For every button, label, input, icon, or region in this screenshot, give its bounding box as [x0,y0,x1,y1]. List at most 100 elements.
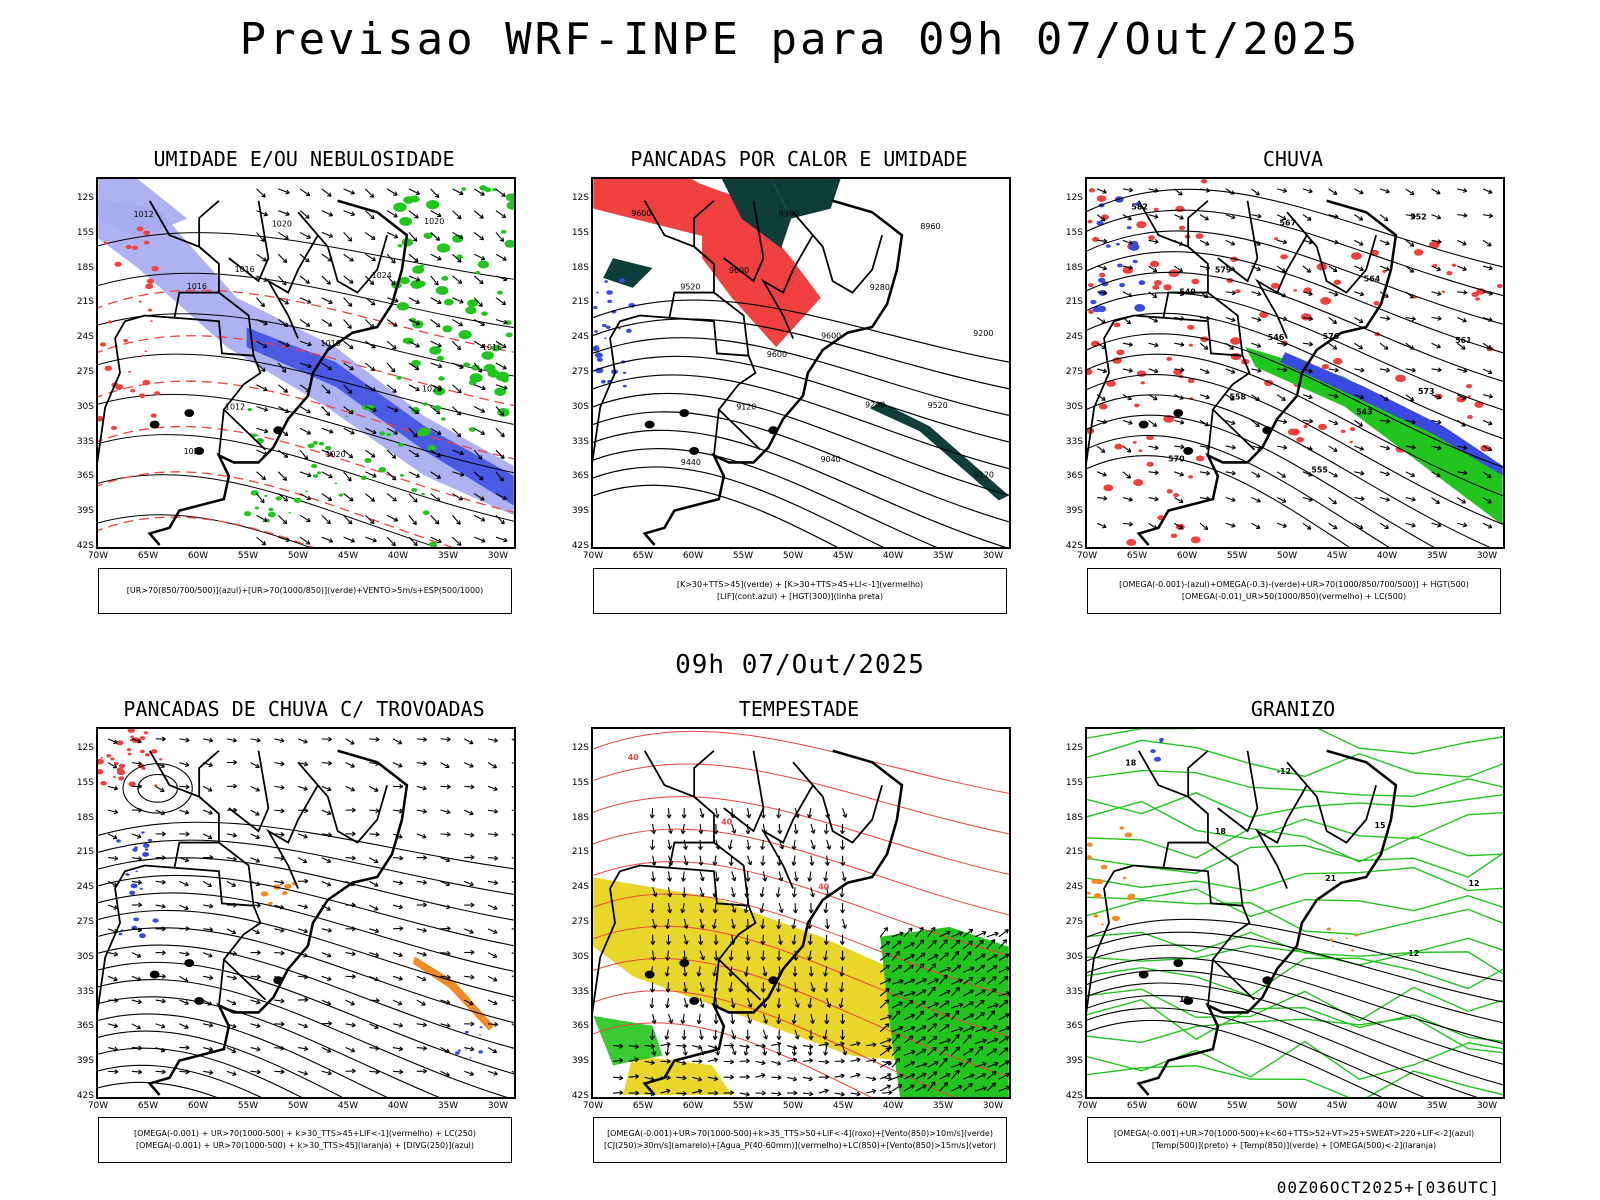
wind-vector-head [328,538,334,543]
rain-cell [1187,324,1195,330]
streamline-arrow-head [469,810,474,816]
streamline-arrow [1174,471,1184,476]
legend-line: [K>30+TTS>45](verde) + [K>30+TTS>45+LI<-… [676,580,924,589]
humidity-low-level [469,373,483,383]
wind-vector-head [261,540,267,546]
wind-vector-head [885,952,891,958]
streamline-arrow [298,975,309,978]
wind-vector-head [910,1061,915,1066]
wind-vector [915,1072,927,1080]
wind-vector [698,1013,701,1024]
humidity-low-level [399,276,411,285]
wind-vector-head [682,1043,687,1049]
streamline-arrow-head [375,1069,380,1075]
wind-vector-head [969,989,975,994]
wind-vector [761,918,764,929]
streamline-arrow [1457,368,1467,372]
wind-vector [850,1092,861,1095]
instability-green [870,401,1009,501]
streamline-arrow [487,928,498,934]
streamline-arrow [369,952,379,957]
streamline-arrow-head [1334,393,1339,399]
streamline-arrow-head [1306,525,1312,530]
orange-cell [284,883,292,889]
wind-vector [891,1026,904,1033]
streamline-arrow [1405,291,1414,299]
wind-vector-head [871,1088,877,1094]
wind-vector-head [810,1019,815,1024]
streamline-arrow [1380,316,1390,320]
wind-vector-head [887,1060,893,1066]
streamline-arrow-head [1411,367,1416,373]
streamline-arrow [1174,419,1184,424]
humidity-low-level [433,405,442,411]
streamline-arrow [511,833,514,836]
wind-vector [963,1026,975,1033]
wind-vector [826,918,829,929]
rain-cell [1133,479,1144,487]
wind-vector [699,1029,703,1040]
streamline-arrow-head [1332,319,1338,324]
wind-vector-head [910,954,915,959]
streamline-arrow-head [113,951,119,957]
lat-tick-label: 15S [76,227,94,238]
lon-tick-label: 35W [1426,551,1448,561]
wind-vector-head [282,476,288,481]
wind-vector-head [728,956,734,961]
wind-vector [998,1060,1009,1068]
wind-vector-head [842,813,848,818]
wind-vector-head [652,924,657,929]
streamline-arrow [464,738,474,745]
streamline-arrow [179,975,189,982]
streamline-arrow-head [423,1068,427,1074]
wind-vector [299,340,312,346]
wind-vector-head [856,1041,861,1047]
wind-vector-head [931,1081,936,1086]
streamline-arrow [1096,317,1106,324]
contour-line [98,514,311,547]
contour-line [1087,944,1503,1024]
wind-vector [256,493,265,504]
state-border [1254,784,1308,889]
streamline-arrow-head [1333,447,1338,452]
wind-vector [321,275,331,285]
contour-label: 9280 [870,283,890,292]
streamline-arrow-head [399,1069,404,1075]
legend-line: [Temp(500)](preto) + [Temp(850)](verde) … [1151,1141,1437,1150]
thickness-cell [150,320,153,323]
streamline-arrow-head [256,1023,261,1029]
streamline-arrow [487,762,497,769]
panel-title: CHUVA [1262,147,1324,171]
streamline-arrow [108,952,118,956]
wind-vector [879,978,892,985]
wind-vector [665,1029,669,1040]
humidity-low-level [436,243,451,253]
wind-vector-head [792,1057,798,1063]
streamline-arrow-head [161,926,166,932]
legend-line: [OMEGA(-0.001) + UR>70(1000-500) + k>30_… [135,1141,475,1150]
wind-vector [473,253,485,260]
wind-vector-head [372,407,377,413]
streamline-arrow-head [1205,470,1211,476]
wind-vector [713,966,717,977]
legend-box: [K>30+TTS>45](verde) + [K>30+TTS>45+LI<-… [593,568,1007,614]
wind-vector [473,493,485,501]
wind-vector-head [503,537,508,543]
streamline-arrow-head [1127,395,1132,401]
lon-tick-label: 35W [437,551,459,561]
thickness-cell [141,354,145,357]
streamline-arrow [1122,368,1133,372]
streamline-arrow [1328,368,1339,372]
streamline-arrow [1174,342,1185,346]
streamline-arrow-head [1308,445,1313,451]
rain-cell [1451,263,1457,267]
wind-vector-head [350,538,356,543]
streamline-arrow-head [304,1046,309,1052]
wind-vector-head [760,940,766,945]
streamline-arrow [392,1023,403,1027]
streamline-arrow-head [1126,319,1132,325]
wind-vector [824,1029,828,1040]
streamline-arrow-head [1281,215,1287,221]
divergence-cell [135,870,138,873]
wind-vector-head [945,1024,950,1029]
